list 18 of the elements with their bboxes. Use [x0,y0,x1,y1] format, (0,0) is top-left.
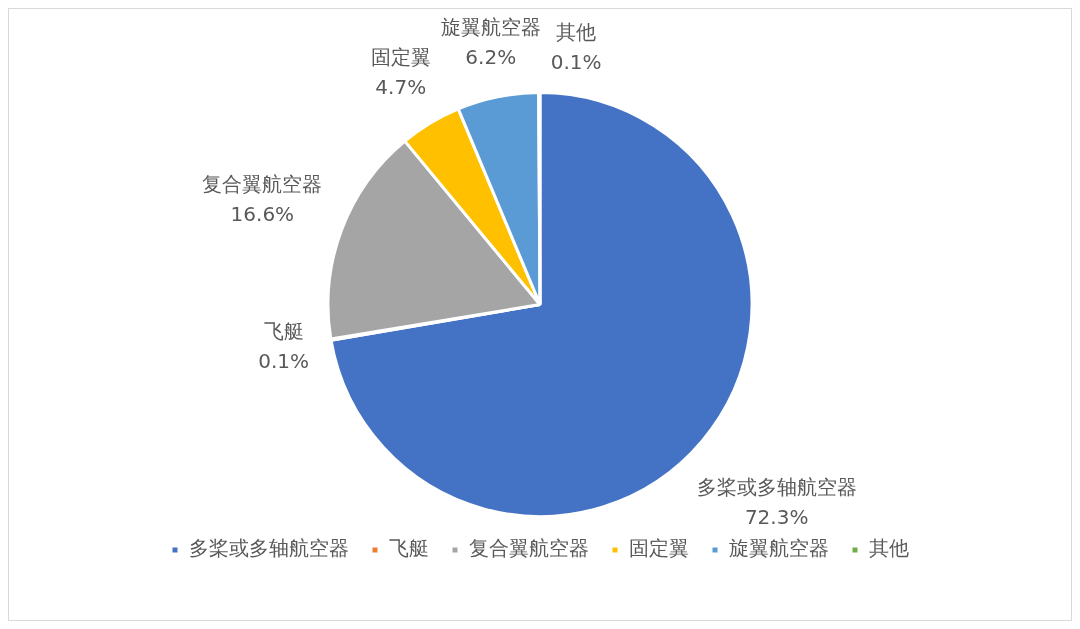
slice-label: 旋翼航空器 [440,14,541,39]
slice-label: 其他 [556,19,597,44]
data-label: 4.7% [375,75,427,100]
slice-label: 多桨或多轴航空器 [696,475,857,500]
data-label: 0.1% [258,348,310,373]
legend-label: 飞艇 [389,536,429,561]
legend-label: 旋翼航空器 [729,536,829,561]
data-label: 72.3% [744,505,809,530]
slice-label: 飞艇 [263,318,304,343]
data-label: 0.1% [550,49,602,74]
data-label: 16.6% [230,201,295,226]
slice-label: 复合翼航空器 [202,171,323,196]
legend-label: 多桨或多轴航空器 [189,536,349,561]
legend-label: 复合翼航空器 [469,536,589,561]
slice-label: 固定翼 [370,45,431,70]
data-label: 6.2% [465,44,517,69]
legend-label: 固定翼 [629,536,689,561]
legend-label: 其他 [869,536,909,561]
